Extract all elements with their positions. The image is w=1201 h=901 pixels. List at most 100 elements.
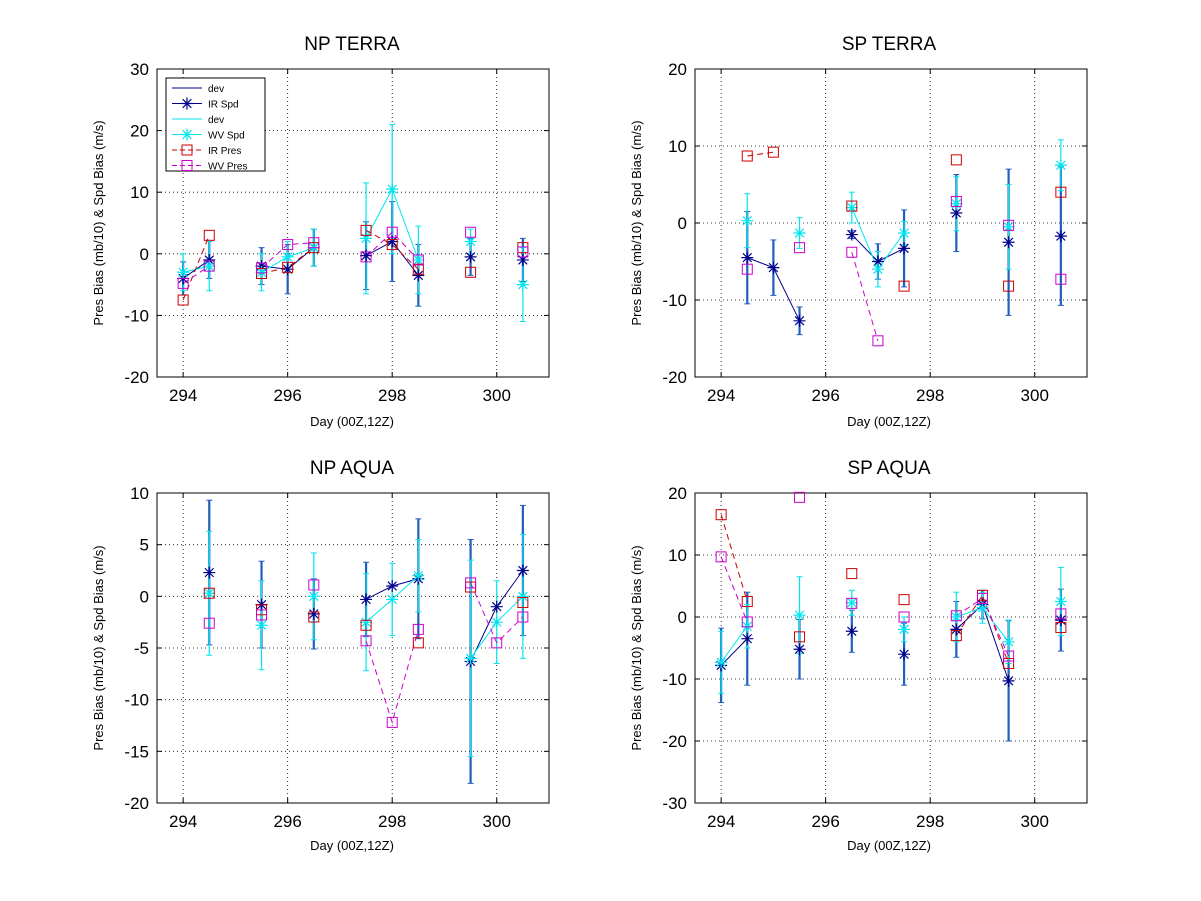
wv-pres-line — [365, 629, 419, 725]
panel-title: NP AQUA — [310, 458, 394, 479]
ir-pres-point — [1055, 186, 1067, 198]
wv-spd-point — [360, 232, 373, 245]
ir-spd-point — [1054, 614, 1067, 627]
x-tick-label: 296 — [811, 812, 839, 831]
ir-pres-point — [767, 146, 779, 158]
ir-spd-point — [360, 593, 373, 606]
ir-pres-point — [282, 261, 294, 273]
wv-spd-point — [464, 652, 477, 665]
ir-spd-point — [950, 206, 963, 219]
wv-spd-point — [386, 183, 399, 196]
grid: 294 296 298 300 -30 -20 -10 0 10 20 — [662, 484, 1087, 831]
wv-pres-point — [256, 262, 268, 274]
ir-spd-point — [307, 607, 320, 620]
wv-spd-point — [715, 656, 728, 669]
y-tick-label: 10 — [668, 137, 687, 156]
wv-spd-point — [950, 197, 963, 210]
grid: 294 296 298 300 -20 -15 -10 -5 0 5 10 — [124, 484, 549, 831]
x-tick-label: 294 — [169, 812, 197, 831]
wv-pres-point — [491, 637, 503, 649]
ir-spd-point — [1002, 236, 1015, 249]
wv-pres-line — [470, 582, 524, 644]
ir-spd-point — [767, 261, 780, 274]
ir-pres-point — [386, 239, 398, 251]
wv-spd-point — [412, 253, 425, 266]
x-tick-label: 296 — [273, 386, 301, 405]
wv-pres-point — [517, 246, 529, 258]
x-tick-label: 298 — [378, 386, 406, 405]
ir-pres-line — [182, 235, 210, 301]
y-tick-label: 20 — [668, 484, 687, 503]
x-tick-label: 298 — [916, 386, 944, 405]
y-tick-label: -20 — [662, 732, 687, 751]
wv-pres-point — [794, 242, 806, 254]
ir-spd-point — [516, 253, 529, 266]
wv-spd-point — [386, 593, 399, 606]
x-tick-label: 300 — [483, 386, 511, 405]
ir-pres-line — [365, 229, 419, 270]
wv-pres-point — [741, 616, 753, 628]
wv-pres-point — [465, 577, 477, 589]
ir-pres-point — [412, 263, 424, 275]
y-tick-label: -5 — [134, 639, 149, 658]
ir-spd-point — [1054, 230, 1067, 243]
ir-spd-point — [1002, 674, 1015, 687]
ir-pres-point — [898, 280, 910, 292]
ir-pres-point — [517, 597, 529, 609]
ir-pres-point — [1003, 280, 1015, 292]
ir-spd-point — [281, 263, 294, 276]
wv-spd-point — [950, 611, 963, 623]
axes-box — [694, 68, 1088, 378]
legend-marker — [181, 97, 193, 110]
panel-title: NP TERRA — [304, 34, 400, 55]
wv-pres-line — [851, 252, 879, 341]
wv-pres-point — [872, 335, 884, 347]
wv-spd-point — [490, 616, 503, 629]
y-tick-label: 20 — [668, 60, 687, 79]
legend-label: WV Pres — [208, 162, 247, 173]
legend-label: dev — [208, 84, 224, 95]
wv-spd-point — [793, 609, 806, 622]
wv-pres-point — [203, 617, 215, 629]
wv-spd-line — [183, 265, 210, 273]
x-axis-label: Day (00Z,12Z) — [310, 838, 394, 853]
ir-spd-point — [516, 564, 529, 577]
ir-spd-point — [950, 623, 963, 636]
wv-pres-point — [846, 246, 858, 258]
ir-spd-point — [203, 566, 216, 579]
x-tick-label: 298 — [916, 812, 944, 831]
wv-pres-point — [256, 609, 268, 621]
wv-spd-point — [255, 619, 268, 632]
ir-spd-point — [898, 648, 911, 661]
wv-spd-point — [516, 278, 529, 291]
ir-spd-point — [741, 251, 754, 264]
wv-spd-point — [412, 569, 425, 582]
y-tick-label: 0 — [678, 214, 687, 233]
x-tick-label: 294 — [707, 812, 735, 831]
x-tick-label: 294 — [169, 386, 197, 405]
y-tick-label: -15 — [124, 742, 149, 761]
ir-pres-point — [203, 229, 215, 241]
ir-pres-point — [846, 568, 858, 580]
wv-pres-point — [412, 623, 424, 635]
grid: 294 296 298 300 -20 -10 0 10 20 — [662, 60, 1087, 405]
panel-np-terra: NP TERRA Day (00Z,12Z) Pres Bias (mb/10)… — [91, 34, 550, 429]
wv-pres-point — [950, 195, 962, 207]
y-axis-label: Pres Bias (mb/10) & Spd Bias (m/s) — [91, 120, 106, 325]
wv-spd-point — [203, 260, 216, 273]
ir-pres-point — [1055, 622, 1067, 634]
wv-pres-point — [950, 610, 962, 622]
ir-pres-point — [715, 509, 727, 521]
ir-pres-point — [465, 266, 477, 278]
x-tick-label: 296 — [273, 812, 301, 831]
ir-spd-point — [871, 255, 884, 268]
y-tick-label: -10 — [124, 691, 149, 710]
y-tick-label: 10 — [668, 546, 687, 565]
ir-pres-point — [794, 631, 806, 643]
axes-box — [156, 492, 550, 804]
ir-pres-point — [360, 619, 372, 631]
wv-spd-point — [741, 620, 754, 633]
ir-pres-point — [308, 611, 320, 623]
wv-spd-point — [281, 250, 294, 263]
